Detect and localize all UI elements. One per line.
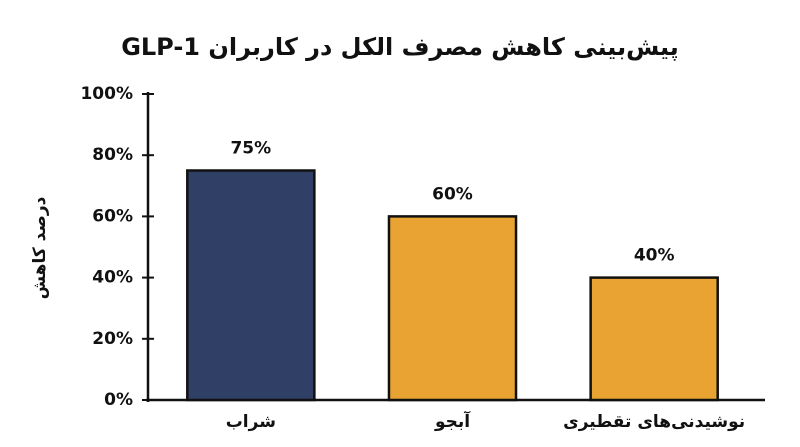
y-tick-label: 80%: [92, 145, 133, 165]
bar: [186, 169, 316, 402]
y-tick-label: 0%: [104, 390, 133, 410]
y-tick-label: 40%: [92, 268, 133, 288]
value-label: 60%: [432, 184, 473, 204]
x-tick-label: نوشیدنی‌های تقطیری: [563, 412, 745, 432]
bar: [387, 215, 518, 402]
value-label: 40%: [634, 246, 675, 266]
y-tick-label: 20%: [92, 329, 133, 349]
value-label: 75%: [230, 139, 271, 159]
y-tick-label: 60%: [92, 206, 133, 226]
x-tick-label: شراب: [226, 412, 276, 432]
bar: [589, 276, 719, 402]
chart-title: پیش‌بینی کاهش مصرف الکل در کاربران GLP-1: [121, 33, 679, 61]
y-tick-label: 100%: [80, 84, 133, 104]
y-axis-label: درصد کاهش: [30, 196, 50, 299]
x-tick-label: آبجو: [434, 410, 471, 432]
